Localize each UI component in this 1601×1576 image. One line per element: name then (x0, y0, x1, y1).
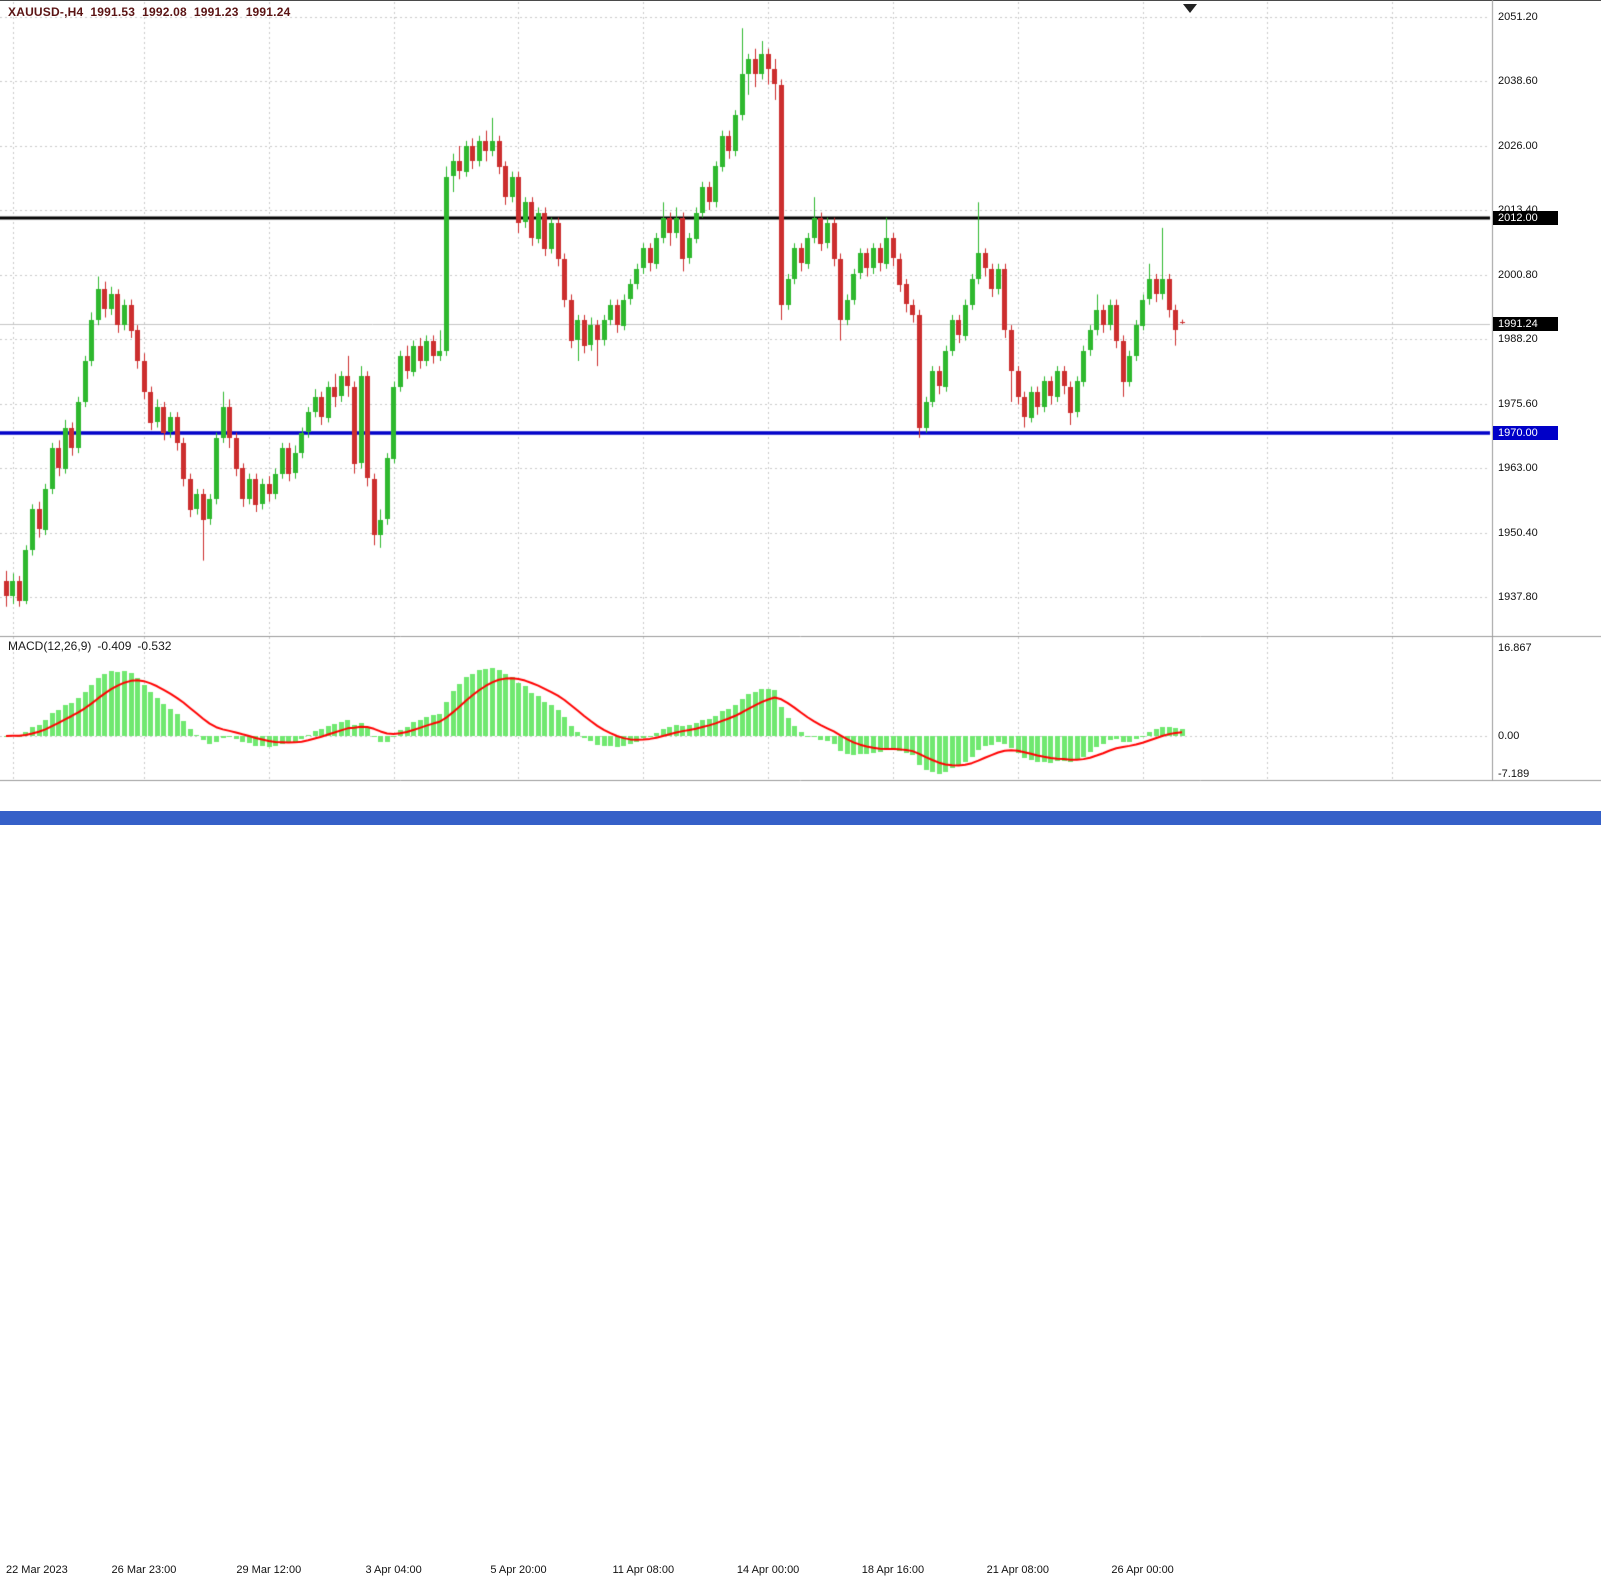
time-axis-label: 11 Apr 08:00 (612, 1564, 675, 1576)
chart-header: XAUUSD-,H4 1991.53 1992.08 1991.23 1991.24 (8, 5, 297, 19)
price-chart-canvas[interactable] (0, 0, 1601, 812)
time-axis-label: 29 Mar 12:00 (236, 1564, 302, 1576)
time-axis-label: 21 Apr 08:00 (986, 1564, 1049, 1576)
resistance-price-badge: 2012.00 (1493, 210, 1558, 225)
macd-axis-label: -7.189 (1498, 767, 1530, 780)
time-axis-label: 22 Mar 2023 (6, 1564, 68, 1576)
price-axis-label: 2038.60 (1498, 75, 1538, 88)
window-bottom-edge (0, 811, 1601, 825)
time-axis-label: 14 Apr 00:00 (736, 1564, 800, 1576)
time-axis-label: 5 Apr 20:00 (490, 1564, 547, 1576)
time-axis-label: 26 Apr 00:00 (1111, 1564, 1174, 1576)
price-axis-label: 1975.60 (1498, 397, 1538, 410)
time-axis-label: 3 Apr 04:00 (365, 1564, 422, 1576)
ohlc-high-value: 1992.08 (142, 5, 187, 19)
price-axis[interactable]: 2051.202038.602026.002013.402000.801988.… (1492, 0, 1601, 780)
time-axis[interactable]: 22 Mar 2023 26 Mar 23:00 29 Mar 12:00 3 Apr… (0, 780, 1601, 1576)
price-axis-label: 1950.40 (1498, 526, 1538, 539)
price-axis-label: 1963.00 (1498, 462, 1538, 475)
price-axis-label: 2000.80 (1498, 268, 1538, 281)
macd-signal-value: -0.532 (137, 639, 172, 653)
ohlc-close-value: 1991.24 (245, 5, 291, 19)
macd-axis[interactable]: 16.867 0.00 -7.189 (1492, 637, 1601, 780)
chart-shift-marker-icon[interactable] (1183, 4, 1197, 13)
price-axis-label: 1937.80 (1498, 591, 1538, 604)
ohlc-low-value: 1991.23 (193, 5, 239, 19)
macd-label: MACD(12,26,9) (8, 639, 92, 653)
macd-main-value: -0.409 (97, 639, 132, 653)
macd-axis-label: 0.00 (1498, 730, 1520, 742)
price-axis-label: 2026.00 (1498, 139, 1538, 152)
macd-axis-label: 16.867 (1498, 642, 1532, 654)
symbol-timeframe-label: XAUUSD-,H4 (8, 5, 84, 19)
current-price-badge: 1991.24 (1493, 316, 1558, 331)
macd-indicator-header: MACD(12,26,9) -0.409 -0.532 (8, 639, 177, 653)
time-axis-label: 26 Mar 23:00 (111, 1564, 177, 1576)
price-axis-label: 1988.20 (1498, 333, 1538, 346)
support-price-badge: 1970.00 (1493, 425, 1558, 440)
price-axis-label: 2051.20 (1498, 11, 1538, 23)
time-axis-label: 18 Apr 16:00 (861, 1564, 925, 1576)
ohlc-open-value: 1991.53 (90, 5, 136, 19)
